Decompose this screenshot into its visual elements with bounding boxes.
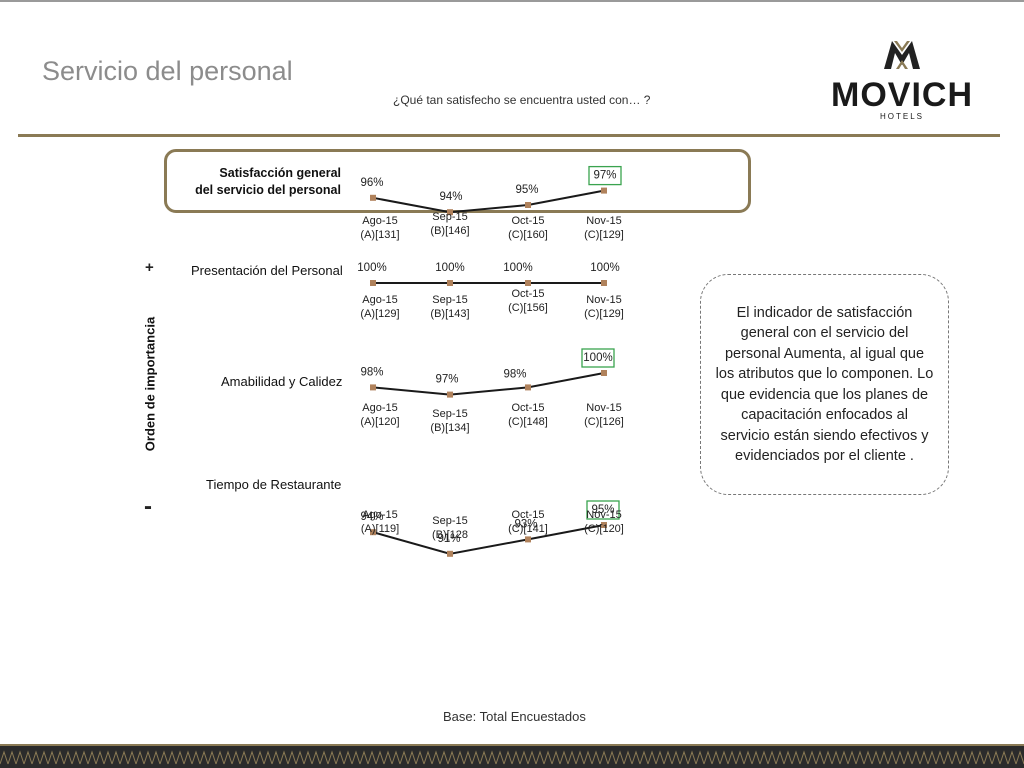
category-label-row-3-1: Ago-15 bbox=[362, 402, 397, 414]
data-point-row-2-4 bbox=[601, 280, 607, 286]
data-point-row-3-1 bbox=[370, 384, 376, 391]
data-point-row-4-2 bbox=[447, 550, 453, 557]
row-label-presentacion: Presentación del Personal bbox=[191, 263, 343, 278]
category-label-row-4-3: Oct-15 bbox=[511, 509, 544, 521]
data-point-row-4-1 bbox=[370, 529, 376, 536]
value-label-row-4-2: 91% bbox=[437, 533, 460, 545]
category-label-row-1-4: Nov-15 bbox=[586, 215, 621, 227]
footer-zigzag-line bbox=[0, 750, 1024, 765]
data-point-row-2-1 bbox=[370, 280, 376, 286]
sample-label-row-1-1: (A)[131] bbox=[360, 229, 399, 241]
survey-question: ¿Qué tan satisfecho se encuentra usted c… bbox=[393, 93, 651, 107]
data-point-row-2-2 bbox=[447, 280, 453, 286]
category-label-row-1-3: Oct-15 bbox=[511, 215, 544, 227]
top-border bbox=[0, 0, 1024, 2]
base-note: Base: Total Encuestados bbox=[443, 709, 586, 724]
value-label-row-1-1: 96% bbox=[360, 177, 383, 189]
value-label-row-2-1: 100% bbox=[357, 262, 386, 274]
category-label-row-4-4: Nov-15 bbox=[586, 509, 621, 521]
series-line-row-3 bbox=[372, 372, 605, 396]
data-point-row-4-4 bbox=[601, 522, 607, 528]
sample-label-row-4-2: (B)[128 bbox=[432, 529, 468, 541]
value-label-row-1-3: 95% bbox=[515, 184, 538, 196]
sample-label-row-3-1: (A)[120] bbox=[360, 416, 399, 428]
data-point-row-2-3 bbox=[525, 280, 531, 286]
data-point-row-1-3 bbox=[525, 202, 531, 208]
row-label-overall-line2: del servicio del personal bbox=[195, 183, 341, 197]
data-point-row-3-2 bbox=[447, 391, 453, 398]
row-label-overall: Satisfacción general del servicio del pe… bbox=[171, 165, 341, 199]
value-label-row-3-3: 98% bbox=[503, 368, 526, 380]
value-label-row-2-4: 100% bbox=[590, 262, 619, 274]
series-line-row-4 bbox=[372, 524, 605, 555]
sample-label-row-2-2: (B)[143] bbox=[430, 308, 469, 320]
category-label-row-4-1: Ago-15 bbox=[362, 509, 397, 521]
movich-monogram-icon bbox=[884, 41, 920, 69]
value-label-row-2-2: 100% bbox=[435, 262, 464, 274]
row-label-amabilidad: Amabilidad y Calidez bbox=[221, 374, 343, 389]
category-label-row-2-1: Ago-15 bbox=[362, 294, 397, 306]
data-point-row-3-3 bbox=[525, 384, 531, 391]
sample-label-row-3-4: (C)[126] bbox=[584, 416, 624, 428]
highlight-box-row-3 bbox=[581, 348, 615, 368]
sample-label-row-1-4: (C)[129] bbox=[584, 229, 624, 241]
insight-callout: El indicador de satisfacción general con… bbox=[700, 274, 949, 495]
sample-label-row-1-3: (C)[160] bbox=[508, 229, 548, 241]
sample-label-row-4-1: (A)[119] bbox=[361, 523, 399, 535]
value-label-row-1-2: 94% bbox=[439, 191, 462, 203]
value-label-row-2-3: 100% bbox=[503, 262, 532, 274]
sample-label-row-4-4: (C)[120] bbox=[584, 523, 624, 535]
insight-text: El indicador de satisfacción general con… bbox=[715, 304, 934, 465]
importance-low-marker: - bbox=[144, 493, 152, 520]
category-label-row-2-3: Oct-15 bbox=[511, 288, 544, 300]
value-label-row-4-4: 95% bbox=[591, 504, 614, 516]
logo-sub: HOTELS bbox=[880, 112, 924, 121]
value-label-row-3-4: 100% bbox=[583, 352, 612, 364]
category-label-row-3-3: Oct-15 bbox=[511, 402, 544, 414]
category-label-row-1-2: Sep-15 bbox=[432, 211, 467, 223]
value-label-row-4-1: 94% bbox=[360, 511, 383, 523]
category-label-row-1-1: Ago-15 bbox=[362, 215, 397, 227]
movich-logo: MOVICH HOTELS bbox=[831, 41, 973, 121]
value-label-row-4-3: 93% bbox=[514, 518, 537, 530]
sample-label-row-1-2: (B)[146] bbox=[430, 225, 469, 237]
category-label-row-4-2: Sep-15 bbox=[432, 515, 467, 527]
data-point-row-1-2 bbox=[447, 209, 453, 216]
sample-label-row-4-3: (C)[141] bbox=[508, 523, 548, 535]
category-label-row-3-4: Nov-15 bbox=[586, 402, 621, 414]
row-label-overall-line1: Satisfacción general bbox=[219, 166, 341, 180]
category-label-row-3-2: Sep-15 bbox=[432, 408, 467, 420]
highlight-box-row-4 bbox=[586, 500, 620, 520]
row-label-tiempo: Tiempo de Restaurante bbox=[206, 477, 342, 492]
page-title: Servicio del personal bbox=[42, 56, 293, 86]
value-label-row-3-1: 98% bbox=[360, 366, 383, 378]
series-line-row-1 bbox=[372, 189, 605, 214]
data-point-row-1-4 bbox=[601, 187, 607, 194]
sample-label-row-2-4: (C)[129] bbox=[584, 308, 624, 320]
sample-label-row-3-2: (B)[134] bbox=[430, 422, 469, 434]
sample-label-row-2-3: (C)[156] bbox=[508, 302, 548, 314]
value-label-row-3-2: 97% bbox=[435, 374, 458, 386]
data-point-row-4-3 bbox=[525, 536, 531, 543]
sample-label-row-3-3: (C)[148] bbox=[508, 416, 548, 428]
sample-label-row-2-1: (A)[129] bbox=[360, 308, 399, 320]
footer-pattern bbox=[0, 744, 1024, 768]
highlight-box-row-1 bbox=[588, 165, 622, 186]
value-label-row-1-4: 97% bbox=[593, 170, 616, 182]
category-label-row-2-4: Nov-15 bbox=[586, 294, 621, 306]
data-point-row-1-1 bbox=[370, 194, 376, 201]
category-label-row-2-2: Sep-15 bbox=[432, 294, 467, 306]
logo-brand: MOVICH bbox=[831, 76, 973, 114]
header-divider bbox=[18, 134, 1000, 137]
importance-high-marker: + bbox=[145, 259, 154, 276]
data-point-row-3-4 bbox=[601, 370, 607, 376]
